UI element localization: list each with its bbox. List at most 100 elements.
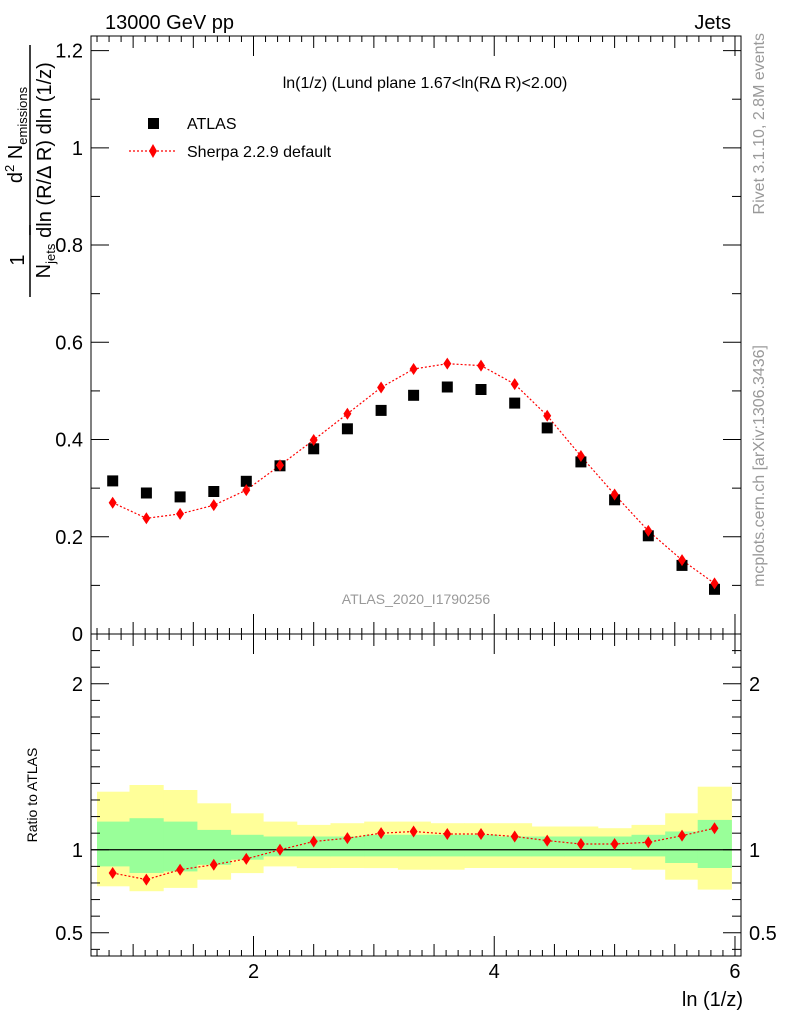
atlas-point bbox=[509, 397, 521, 409]
sherpa-point bbox=[142, 512, 151, 525]
sherpa-point bbox=[477, 359, 485, 372]
ratio-sherpa-point bbox=[644, 836, 653, 849]
atlas-point bbox=[541, 422, 553, 434]
sherpa-point bbox=[710, 577, 719, 590]
sherpa-point bbox=[576, 450, 585, 463]
main-ticks: 0 0.2 0.4 0.6 0.8 1 1.2 bbox=[55, 36, 741, 646]
ratio-sherpa-point bbox=[477, 828, 485, 841]
ratio-sherpa-point bbox=[275, 843, 284, 856]
ratio-ytick-label-right: 1 bbox=[749, 840, 760, 862]
atlas-point bbox=[475, 384, 487, 395]
main-ytick-label: 0.6 bbox=[55, 332, 83, 354]
main-plot-title: ln(1/z) (Lund plane 1.67<ln(RΔ R)<2.00) bbox=[283, 75, 568, 92]
ratio-sherpa-point bbox=[176, 863, 185, 876]
ratio-sherpa-point bbox=[510, 830, 519, 843]
mcplots-label: mcplots.cern.ch [arXiv:1306.3436] bbox=[751, 345, 768, 587]
ratio-ytick-label: 2 bbox=[72, 674, 83, 696]
stat-uncertainty-band bbox=[129, 818, 164, 873]
ratio-sherpa-point bbox=[209, 858, 218, 871]
main-ytick-label: 0.8 bbox=[55, 235, 83, 257]
x-axis-label: ln (1/z) bbox=[682, 989, 743, 1011]
atlas-point bbox=[375, 404, 387, 416]
ylabel-denominator: dln (R/Δ R) dln (1/z) bbox=[34, 62, 56, 238]
ylabel-one: 1 bbox=[7, 254, 29, 265]
sherpa-point bbox=[343, 407, 352, 420]
header-energy-label: 13000 GeV pp bbox=[105, 12, 234, 34]
ratio-ticks: 0.5 0.5 1 1 2 2 2 4 6 bbox=[55, 634, 777, 983]
atlas-point bbox=[174, 491, 186, 503]
main-ytick-label: 0 bbox=[72, 624, 83, 646]
stat-uncertainty-band bbox=[430, 834, 465, 857]
main-ytick-label: 1 bbox=[72, 138, 83, 160]
atlas-point bbox=[441, 381, 453, 393]
ratio-panel: 0.5 0.5 1 1 2 2 2 4 6 Ratio to ATLAS ln (1/z) bbox=[24, 633, 777, 1011]
ratio-sherpa-point bbox=[710, 822, 719, 835]
ratio-y-axis-label: Ratio to ATLAS bbox=[24, 748, 40, 843]
ratio-sherpa-point bbox=[377, 827, 386, 840]
xtick-label: 4 bbox=[489, 961, 500, 983]
atlas-point bbox=[308, 443, 320, 455]
xtick-label: 2 bbox=[248, 961, 259, 983]
sherpa-point bbox=[209, 499, 218, 512]
main-panel: 0 0.2 0.4 0.6 0.8 1 1.2 ln(1/z) (Lund plane 1.… bbox=[2, 35, 742, 646]
sherpa-point bbox=[409, 363, 418, 376]
main-ytick-label: 1.2 bbox=[55, 41, 83, 63]
xtick-label: 6 bbox=[729, 961, 740, 983]
stat-uncertainty-band bbox=[97, 821, 130, 867]
sherpa-point bbox=[275, 459, 284, 472]
sherpa-point bbox=[176, 507, 185, 520]
atlas-point bbox=[208, 486, 220, 497]
atlas-point bbox=[240, 475, 252, 487]
ratio-sherpa-point bbox=[678, 829, 687, 842]
analysis-watermark: ATLAS_2020_I1790256 bbox=[342, 591, 491, 607]
main-data-layer bbox=[107, 357, 720, 595]
atlas-point bbox=[107, 475, 119, 487]
atlas-point bbox=[341, 423, 353, 435]
ratio-ytick-label: 1 bbox=[72, 840, 83, 862]
stat-uncertainty-band bbox=[163, 821, 198, 872]
ratio-sherpa-point bbox=[142, 873, 151, 886]
stat-uncertainty-band bbox=[497, 836, 533, 857]
ratio-ytick-label-right: 0.5 bbox=[749, 923, 777, 945]
sherpa-point bbox=[510, 378, 519, 391]
stat-uncertainty-band bbox=[330, 836, 365, 857]
sherpa-point bbox=[644, 524, 653, 537]
ratio-sherpa-point bbox=[108, 867, 117, 880]
main-ytick-label: 0.2 bbox=[55, 527, 83, 549]
stat-uncertainty-band bbox=[364, 834, 399, 857]
legend-atlas-marker bbox=[148, 118, 159, 129]
ratio-sherpa-point bbox=[610, 837, 619, 850]
sherpa-point bbox=[108, 496, 117, 509]
sherpa-point bbox=[678, 554, 687, 567]
atlas-point bbox=[408, 389, 420, 401]
sherpa-point bbox=[242, 484, 251, 497]
sherpa-point bbox=[377, 381, 386, 394]
atlas-point bbox=[140, 487, 152, 499]
ratio-sherpa-point bbox=[543, 834, 552, 847]
stat-uncertainty-band bbox=[397, 834, 431, 857]
legend-atlas-label: ATLAS bbox=[187, 116, 237, 133]
ratio-sherpa-point bbox=[409, 825, 418, 838]
sherpa-point bbox=[610, 488, 619, 501]
legend: ATLAS Sherpa 2.2.9 default bbox=[129, 116, 332, 161]
sherpa-point bbox=[543, 409, 552, 422]
ratio-data-layer bbox=[91, 785, 741, 892]
rivet-version-label: Rivet 3.1.10, 2.8M events bbox=[751, 33, 768, 214]
ratio-ytick-label-right: 2 bbox=[749, 674, 760, 696]
header-process-label: Jets bbox=[694, 12, 731, 34]
ratio-sherpa-point bbox=[443, 828, 452, 841]
ratio-sherpa-point bbox=[309, 835, 318, 848]
ratio-sherpa-point bbox=[343, 832, 352, 845]
stat-uncertainty-band bbox=[196, 829, 232, 865]
legend-sherpa-marker bbox=[149, 144, 157, 158]
sherpa-point bbox=[443, 357, 452, 370]
ratio-sherpa-point bbox=[242, 852, 251, 865]
main-ytick-label: 0.4 bbox=[55, 430, 83, 452]
stat-uncertainty-band bbox=[464, 834, 499, 857]
ratio-ytick-label: 0.5 bbox=[55, 923, 83, 945]
ratio-sherpa-point bbox=[576, 837, 585, 850]
ylabel-njets: Njets bbox=[33, 243, 58, 278]
main-y-axis-label: 1 Njets d2 Nemissions dln (R/Δ R) dln (1… bbox=[2, 45, 58, 297]
ylabel-numerator: d2 Nemissions bbox=[2, 86, 30, 183]
